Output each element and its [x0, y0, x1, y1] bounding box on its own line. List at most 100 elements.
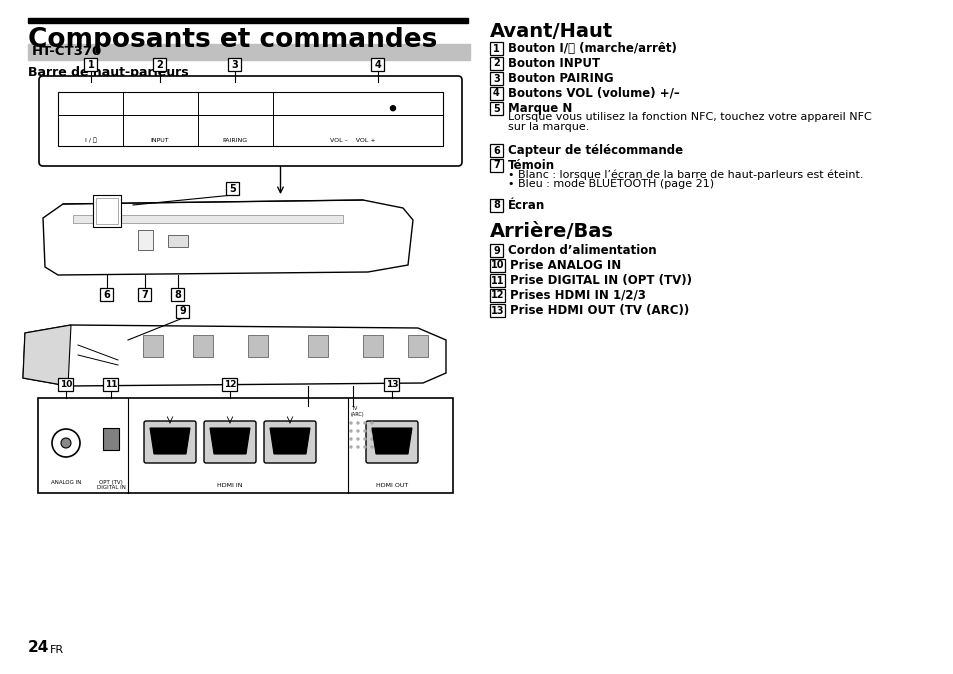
- Polygon shape: [23, 325, 71, 386]
- Circle shape: [364, 446, 366, 448]
- Bar: [100, 288, 113, 301]
- Polygon shape: [150, 428, 190, 454]
- FancyBboxPatch shape: [366, 421, 417, 463]
- Text: 9: 9: [493, 245, 499, 255]
- Text: Avant/Haut: Avant/Haut: [490, 22, 613, 41]
- Bar: [176, 305, 190, 318]
- Circle shape: [356, 446, 358, 448]
- Polygon shape: [372, 428, 412, 454]
- Bar: [193, 335, 213, 357]
- Text: Bouton I/⏻ (marche/arrêt): Bouton I/⏻ (marche/arrêt): [507, 42, 677, 55]
- Bar: [153, 58, 167, 71]
- Text: 3: 3: [232, 59, 238, 69]
- Bar: [172, 288, 184, 301]
- Bar: [363, 335, 382, 357]
- Bar: [138, 230, 152, 250]
- Text: 10: 10: [490, 260, 504, 270]
- Bar: [138, 288, 152, 301]
- Bar: [229, 58, 241, 71]
- Bar: [490, 289, 504, 302]
- Text: 11: 11: [105, 380, 117, 389]
- Circle shape: [364, 422, 366, 424]
- Text: I / ⏻: I / ⏻: [85, 137, 97, 143]
- Circle shape: [364, 438, 366, 440]
- Circle shape: [371, 430, 373, 432]
- Text: 6: 6: [104, 290, 111, 299]
- Circle shape: [61, 438, 71, 448]
- Text: 8: 8: [493, 200, 499, 210]
- Text: 2: 2: [493, 59, 499, 69]
- Text: DIGITAL IN: DIGITAL IN: [96, 485, 125, 490]
- Bar: [103, 428, 119, 450]
- Text: 24: 24: [28, 640, 50, 655]
- Bar: [103, 378, 118, 391]
- Text: 1: 1: [493, 44, 499, 53]
- Bar: [226, 182, 239, 195]
- Polygon shape: [210, 428, 250, 454]
- Bar: [490, 42, 502, 55]
- FancyBboxPatch shape: [144, 421, 195, 463]
- Text: Capteur de télécommande: Capteur de télécommande: [507, 144, 682, 157]
- Circle shape: [356, 438, 358, 440]
- Bar: [248, 335, 268, 357]
- Text: 11: 11: [490, 276, 504, 286]
- Text: Arrière/Bas: Arrière/Bas: [490, 222, 613, 241]
- Text: 1: 1: [88, 59, 94, 69]
- Text: 4: 4: [375, 59, 381, 69]
- Text: Écran: Écran: [507, 199, 545, 212]
- Text: Boutons VOL (volume) +/–: Boutons VOL (volume) +/–: [507, 87, 679, 100]
- Bar: [371, 58, 384, 71]
- Text: 7: 7: [493, 160, 499, 171]
- Bar: [490, 259, 504, 272]
- Bar: [490, 102, 502, 115]
- Circle shape: [390, 106, 395, 111]
- Circle shape: [371, 422, 373, 424]
- Bar: [308, 335, 328, 357]
- Text: 8: 8: [174, 290, 181, 299]
- Text: 12: 12: [224, 380, 236, 389]
- Text: • Bleu : mode BLUETOOTH (page 21): • Bleu : mode BLUETOOTH (page 21): [507, 179, 714, 189]
- Text: 2: 2: [156, 59, 163, 69]
- Circle shape: [371, 438, 373, 440]
- Bar: [490, 274, 504, 287]
- FancyBboxPatch shape: [264, 421, 315, 463]
- Text: 5: 5: [493, 104, 499, 113]
- Text: HDMI IN: HDMI IN: [217, 483, 242, 488]
- Text: Prise DIGITAL IN (OPT (TV)): Prise DIGITAL IN (OPT (TV)): [510, 274, 691, 287]
- Bar: [38, 398, 453, 493]
- Circle shape: [356, 430, 358, 432]
- Bar: [96, 198, 118, 224]
- Text: 3: 3: [493, 73, 499, 84]
- Polygon shape: [270, 428, 310, 454]
- Bar: [92, 195, 121, 227]
- Circle shape: [350, 430, 352, 432]
- Polygon shape: [43, 200, 413, 275]
- Circle shape: [371, 446, 373, 448]
- Bar: [28, 44, 470, 60]
- Text: Cordon d’alimentation: Cordon d’alimentation: [507, 244, 656, 257]
- Text: 13: 13: [490, 305, 504, 315]
- Circle shape: [364, 430, 366, 432]
- Text: Prises HDMI IN 1/2/3: Prises HDMI IN 1/2/3: [510, 289, 645, 302]
- Bar: [222, 378, 237, 391]
- Text: Bouton INPUT: Bouton INPUT: [507, 57, 599, 70]
- Text: 4: 4: [493, 88, 499, 98]
- Text: VOL –    VOL +: VOL – VOL +: [330, 138, 375, 143]
- Bar: [28, 18, 468, 23]
- Circle shape: [350, 438, 352, 440]
- Bar: [408, 335, 428, 357]
- Polygon shape: [23, 325, 446, 386]
- Text: Bouton PAIRING: Bouton PAIRING: [507, 72, 613, 85]
- Bar: [73, 215, 343, 223]
- Text: • Blanc : lorsque l’écran de la barre de haut-parleurs est éteint.: • Blanc : lorsque l’écran de la barre de…: [507, 169, 862, 180]
- Text: Prise ANALOG IN: Prise ANALOG IN: [510, 259, 620, 272]
- Text: 12: 12: [490, 290, 504, 301]
- Bar: [143, 335, 163, 357]
- Bar: [490, 304, 504, 317]
- Text: Barre de haut-parleurs: Barre de haut-parleurs: [28, 66, 189, 79]
- Text: 9: 9: [179, 307, 186, 317]
- Bar: [58, 378, 73, 391]
- Text: ANALOG IN: ANALOG IN: [51, 480, 81, 485]
- Text: HDMI OUT: HDMI OUT: [375, 483, 408, 488]
- Bar: [58, 92, 442, 146]
